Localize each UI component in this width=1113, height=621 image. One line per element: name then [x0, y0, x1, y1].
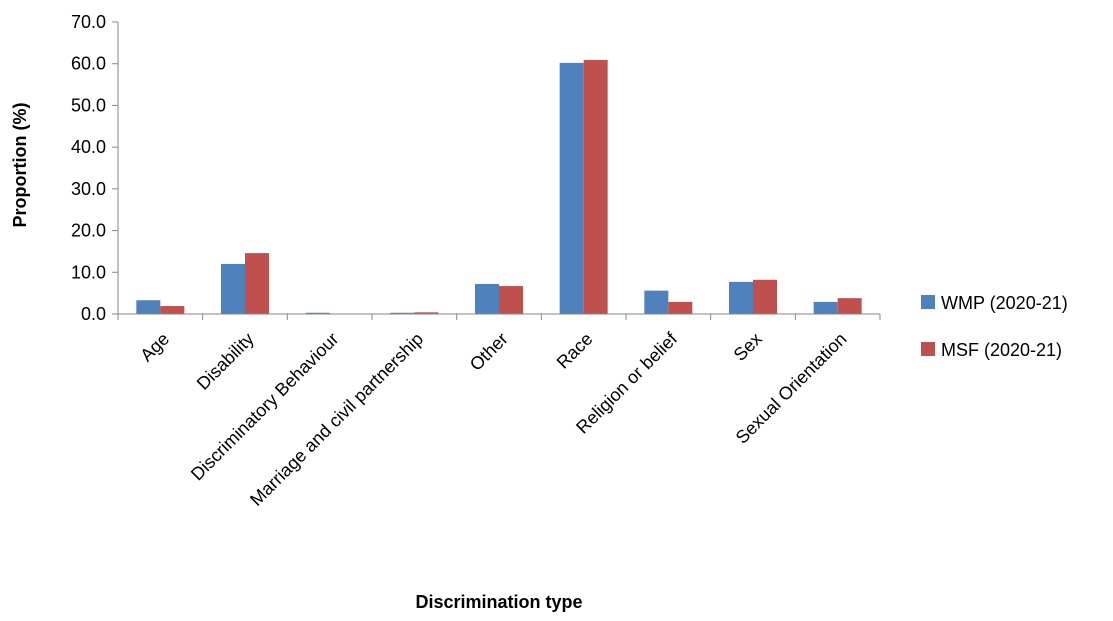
- y-tick-label: 60.0: [71, 54, 106, 74]
- legend-label-msf-2020-21: MSF (2020-21): [941, 340, 1062, 360]
- x-category-label: Disability: [193, 329, 258, 394]
- y-tick-label: 30.0: [71, 179, 106, 199]
- bar-wmp-2020-21-sex: [729, 281, 753, 314]
- x-category-label: Marriage and civil partnership: [246, 329, 427, 510]
- bar-msf-2020-21-marriage-and-civil-partnership: [414, 312, 439, 314]
- axes-layer: [117, 22, 880, 315]
- bar-msf-2020-21-sex: [753, 279, 777, 314]
- legend-swatch-msf-2020-21: [921, 342, 935, 356]
- bar-wmp-2020-21-disability: [221, 263, 245, 314]
- x-category-label: Race: [553, 329, 597, 373]
- x-category-label: Discriminatory Behaviour: [187, 329, 343, 485]
- y-tick-label: 50.0: [71, 95, 106, 115]
- ticks-layer: 0.0 10.0 20.0 30.0 40.0 50.0 60.0 70.0: [71, 12, 881, 324]
- x-axis-title: Discrimination type: [415, 592, 582, 612]
- bars-layer: [136, 59, 862, 315]
- bar-wmp-2020-21-discriminatory-behaviour: [305, 312, 330, 314]
- bar-msf-2020-21-other: [499, 286, 523, 314]
- x-category-label: Other: [466, 329, 512, 375]
- x-category-label: Sex: [730, 329, 766, 365]
- x-category-label: Age: [136, 329, 173, 366]
- bar-msf-2020-21-sexual-orientation: [837, 298, 862, 314]
- bar-wmp-2020-21-race: [559, 62, 584, 314]
- bar-wmp-2020-21-religion-or-belief: [644, 290, 669, 314]
- bar-msf-2020-21-disability: [245, 253, 269, 314]
- y-tick-label: 20.0: [71, 221, 106, 241]
- legend-swatch-wmp-2020-21: [921, 295, 935, 309]
- y-tick-label: 70.0: [71, 12, 106, 32]
- bar-wmp-2020-21-marriage-and-civil-partnership: [390, 312, 415, 314]
- y-tick-label: 10.0: [71, 262, 106, 282]
- bar-wmp-2020-21-sexual-orientation: [813, 301, 838, 314]
- legend: WMP (2020-21) MSF (2020-21): [921, 293, 1068, 360]
- y-tick-label: 40.0: [71, 137, 106, 157]
- bar-msf-2020-21-race: [583, 59, 608, 315]
- bar-wmp-2020-21-age: [136, 300, 161, 314]
- y-axis-title: Proportion (%): [10, 103, 30, 228]
- bar-msf-2020-21-religion-or-belief: [668, 301, 693, 314]
- y-tick-label: 0.0: [81, 304, 106, 324]
- bar-msf-2020-21-age: [160, 306, 185, 314]
- legend-label-wmp-2020-21: WMP (2020-21): [941, 293, 1068, 313]
- bar-wmp-2020-21-other: [475, 283, 499, 314]
